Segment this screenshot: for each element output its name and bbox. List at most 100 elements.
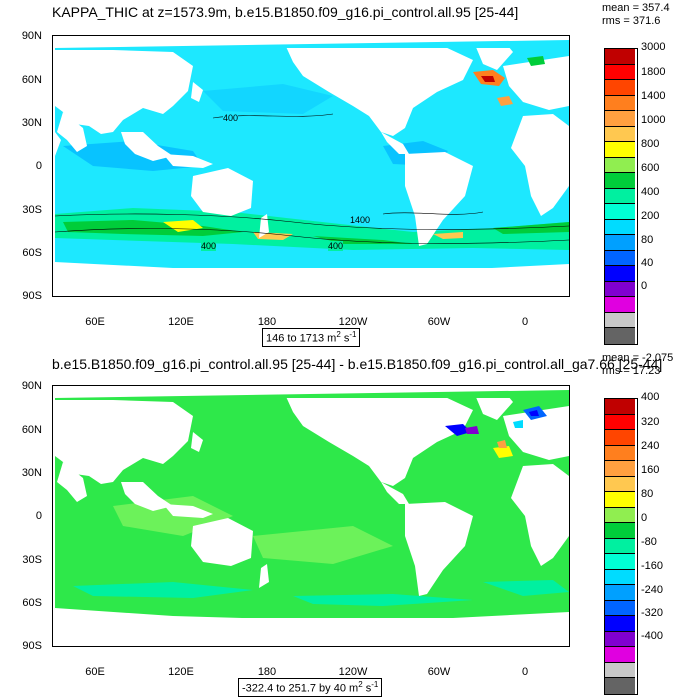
colorbar-swatch bbox=[605, 297, 635, 313]
panel-difference: b.e15.B1850.f09_g16.pi_control.all.95 [2… bbox=[0, 350, 700, 700]
lat-label: 60S bbox=[22, 247, 42, 259]
lat-label: 30N bbox=[21, 117, 42, 129]
colorbar-swatch bbox=[605, 616, 635, 632]
lon-label: 180 bbox=[257, 316, 277, 328]
lat-label: 30S bbox=[22, 554, 42, 566]
colorbar-swatch bbox=[605, 647, 635, 663]
colorbar-swatch bbox=[605, 476, 635, 492]
unit-sup: 2 bbox=[336, 330, 341, 339]
europe-landmass bbox=[503, 56, 569, 110]
panel1-map: 400 1400 400 400 bbox=[52, 35, 570, 297]
unit-sup2: -1 bbox=[349, 330, 357, 339]
colorbar-swatch bbox=[605, 414, 635, 430]
lon-label: 60E bbox=[85, 316, 105, 328]
colorbar-swatch bbox=[605, 585, 635, 601]
panel2-map-svg bbox=[53, 386, 569, 646]
north-america-landmass bbox=[283, 390, 473, 486]
lon-label: 60W bbox=[427, 316, 451, 328]
contour-label: 400 bbox=[223, 113, 239, 123]
colorbar-label: 1400 bbox=[641, 90, 666, 102]
panel1-map-svg bbox=[53, 36, 569, 296]
asia-landmass bbox=[55, 400, 193, 484]
colorbar-label: 3000 bbox=[641, 41, 666, 53]
southern-ocean-band bbox=[55, 208, 569, 250]
panel2-title: b.e15.B1850.f09_g16.pi_control.all.95 [2… bbox=[52, 356, 663, 372]
colorbar-swatch bbox=[605, 173, 635, 189]
colorbar-swatch bbox=[605, 399, 635, 415]
africa-landmass bbox=[511, 464, 569, 566]
colorbar-swatch bbox=[605, 328, 635, 344]
colorbar-swatch bbox=[605, 281, 635, 297]
lon-label: 120E bbox=[168, 316, 194, 328]
colorbar-label: 320 bbox=[641, 416, 660, 428]
colorbar-swatch bbox=[605, 461, 635, 477]
range-text: -322.4 to 251.7 by 40 m bbox=[242, 682, 359, 695]
colorbar-swatch bbox=[605, 204, 635, 220]
lon-label: 0 bbox=[521, 666, 529, 678]
south-america-landmass bbox=[405, 152, 473, 246]
australia-landmass bbox=[191, 168, 253, 216]
colorbar-label: 1000 bbox=[641, 114, 666, 126]
lon-label: 120W bbox=[338, 666, 368, 678]
lon-label: 120E bbox=[168, 666, 194, 678]
colorbar-swatch bbox=[605, 523, 635, 539]
colorbar-label: 80 bbox=[641, 488, 654, 500]
panel1-range-box: 146 to 1713 m2 s-1 bbox=[262, 328, 361, 347]
colorbar-swatch bbox=[605, 95, 635, 111]
colorbar-swatch bbox=[605, 662, 635, 678]
unit-sup2: -1 bbox=[371, 680, 379, 689]
colorbar-label: -400 bbox=[641, 630, 664, 642]
colorbar-swatch bbox=[605, 157, 635, 173]
colorbar-swatch bbox=[605, 49, 635, 65]
colorbar-swatch bbox=[605, 142, 635, 158]
panel-kappa-thic: KAPPA_THIC at z=1573.9m, b.e15.B1850.f09… bbox=[21, 2, 670, 347]
colorbar-swatch bbox=[605, 188, 635, 204]
unit-sup: 2 bbox=[358, 680, 363, 689]
colorbar-swatch bbox=[605, 235, 635, 251]
colorbar-swatch bbox=[605, 111, 635, 127]
colorbar-swatch bbox=[605, 219, 635, 235]
colorbar-swatch bbox=[605, 538, 635, 554]
colorbar-label: -320 bbox=[641, 607, 664, 619]
contour-label: 400 bbox=[201, 241, 217, 251]
colorbar-swatch bbox=[605, 569, 635, 585]
colorbar-label: 200 bbox=[641, 210, 660, 222]
colorbar-swatch bbox=[605, 631, 635, 647]
colorbar-swatch bbox=[605, 554, 635, 570]
europe-landmass bbox=[503, 406, 569, 460]
colorbar-swatch bbox=[605, 600, 635, 616]
colorbar-swatch bbox=[605, 126, 635, 142]
contour-label: 400 bbox=[328, 241, 344, 251]
colorbar-swatch bbox=[605, 312, 635, 328]
lon-label: 0 bbox=[521, 316, 529, 328]
lat-label: 60N bbox=[21, 74, 42, 86]
colorbar-label: 600 bbox=[641, 162, 660, 174]
colorbar-swatch bbox=[605, 250, 635, 266]
colorbar-label: 800 bbox=[641, 138, 660, 150]
colorbar-swatch bbox=[605, 430, 635, 446]
panel2-mean: mean = -2.075 bbox=[602, 352, 674, 364]
lat-label: 30S bbox=[22, 204, 42, 216]
colorbar-label: -240 bbox=[641, 584, 664, 596]
panel2-range-box: -322.4 to 251.7 by 40 m2 s-1 bbox=[238, 678, 383, 697]
lat-label: 90S bbox=[22, 640, 42, 652]
south-america-landmass bbox=[405, 502, 473, 596]
panel1-rms: rms = 371.6 bbox=[602, 15, 661, 27]
colorbar-label: 0 bbox=[641, 512, 648, 524]
panel2-rms: rms = 17.23 bbox=[602, 365, 661, 377]
panel1-mean: mean = 357.4 bbox=[602, 2, 670, 14]
colorbar-swatch bbox=[605, 266, 635, 282]
lat-label: 60S bbox=[22, 597, 42, 609]
panel2-colorbar bbox=[604, 398, 638, 695]
colorbar-label: 400 bbox=[641, 391, 660, 403]
colorbar-label: 400 bbox=[641, 186, 660, 198]
lon-label: 60E bbox=[85, 666, 105, 678]
colorbar-swatch bbox=[605, 492, 635, 508]
lat-label: 30N bbox=[21, 467, 42, 479]
lat-label: 60N bbox=[21, 424, 42, 436]
lat-label: 90S bbox=[22, 290, 42, 302]
africa-landmass bbox=[511, 114, 569, 216]
lat-label: 90N bbox=[21, 30, 42, 42]
lon-label: 120W bbox=[338, 316, 368, 328]
